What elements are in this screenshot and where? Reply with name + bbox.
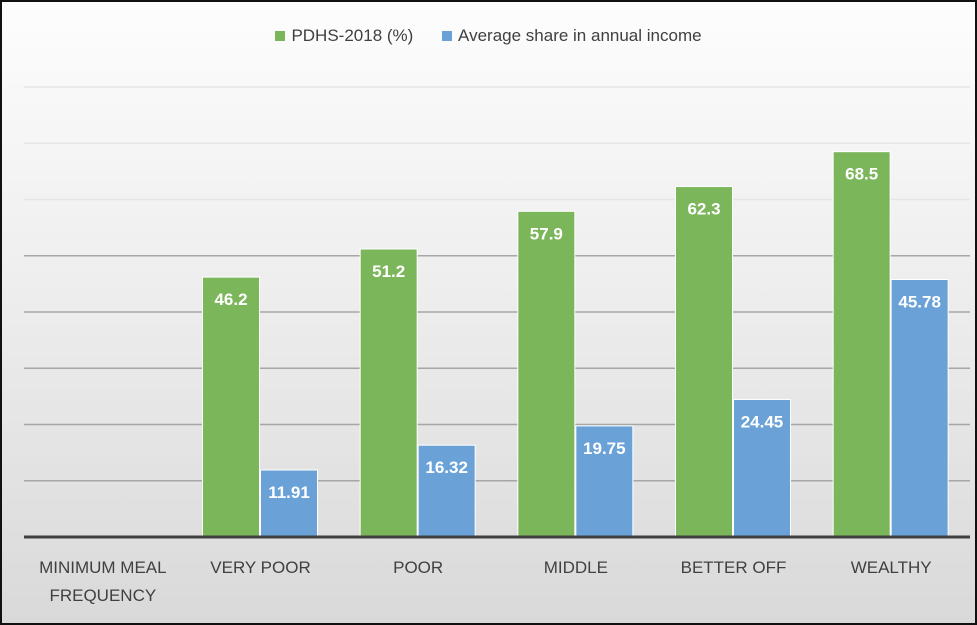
data-label: 16.32 bbox=[425, 458, 468, 477]
bar bbox=[890, 278, 949, 538]
bar bbox=[202, 276, 260, 538]
bar bbox=[359, 248, 418, 538]
category-label: MINIMUM MEAL bbox=[39, 558, 167, 577]
category-label: POOR bbox=[393, 558, 443, 577]
category-label: BETTER OFF bbox=[681, 558, 787, 577]
legend: PDHS-2018 (%) Average share in annual in… bbox=[0, 26, 977, 46]
data-label: 68.5 bbox=[845, 165, 878, 184]
data-label: 62.3 bbox=[687, 200, 720, 219]
legend-item-income: Average share in annual income bbox=[442, 26, 702, 46]
data-label: 24.45 bbox=[741, 412, 784, 431]
category-label: VERY POOR bbox=[210, 558, 310, 577]
bar bbox=[575, 425, 634, 538]
category-label: FREQUENCY bbox=[49, 586, 156, 605]
category-label: MIDDLE bbox=[544, 558, 608, 577]
bar bbox=[832, 151, 891, 538]
bar bbox=[517, 210, 576, 538]
legend-swatch bbox=[275, 31, 286, 41]
bar bbox=[733, 398, 791, 538]
data-label: 19.75 bbox=[583, 439, 626, 458]
category-label: WEALTHY bbox=[851, 558, 932, 577]
data-label: 51.2 bbox=[372, 262, 405, 281]
data-label: 11.91 bbox=[268, 483, 310, 502]
bar bbox=[260, 469, 318, 538]
data-label: 46.2 bbox=[214, 290, 247, 309]
legend-swatch bbox=[442, 31, 453, 41]
legend-item-pdhs: PDHS-2018 (%) bbox=[275, 26, 413, 46]
bar bbox=[675, 186, 733, 538]
legend-label: PDHS-2018 (%) bbox=[291, 26, 414, 45]
legend-label: Average share in annual income bbox=[458, 26, 702, 45]
data-label: 45.78 bbox=[898, 292, 941, 311]
bar bbox=[417, 444, 476, 538]
data-label: 57.9 bbox=[530, 224, 563, 243]
